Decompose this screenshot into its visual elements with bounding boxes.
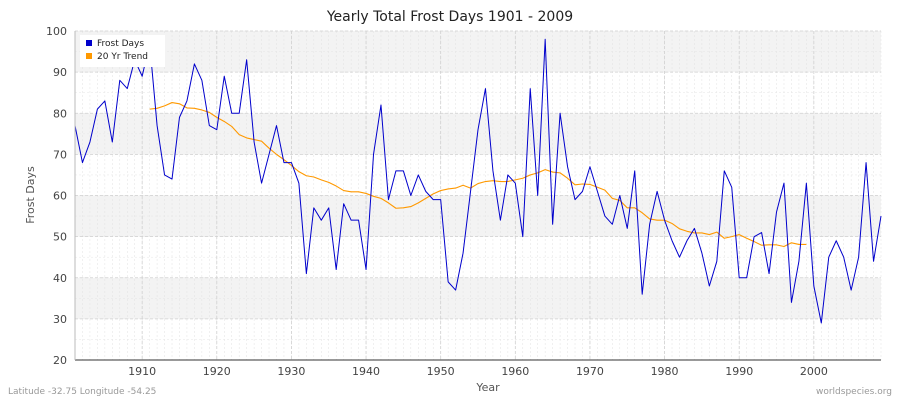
series-layer — [74, 38, 882, 324]
y-tick-label: 20 — [53, 354, 67, 367]
chart-title: Yearly Total Frost Days 1901 - 2009 — [326, 9, 573, 25]
legend-label-trend: 20 Yr Trend — [97, 52, 148, 62]
y-tick-label: 30 — [53, 313, 67, 326]
legend-swatch-frost-days — [86, 40, 92, 46]
x-tick-label: 2000 — [800, 365, 828, 378]
y-tick-label: 80 — [53, 107, 67, 120]
legend-label-frost-days: Frost Days — [97, 39, 144, 49]
y-tick-label: 40 — [53, 272, 67, 285]
y-tick-label: 50 — [53, 231, 67, 244]
x-tick-label: 1940 — [352, 365, 380, 378]
legend-box — [80, 35, 165, 67]
x-tick-label: 1970 — [576, 365, 604, 378]
x-tick-label: 1990 — [725, 365, 753, 378]
x-tick-label: 1960 — [501, 365, 529, 378]
series-line-20yr-trend — [149, 102, 807, 248]
legend: Frost Days 20 Yr Trend — [80, 35, 165, 67]
legend-swatch-trend — [86, 53, 92, 59]
series-line-frost-days — [74, 38, 882, 324]
footer-coordinates: Latitude -32.75 Longitude -54.25 — [8, 387, 156, 397]
y-tick-label: 90 — [53, 66, 67, 79]
y-tick-label: 70 — [53, 148, 67, 161]
x-tick-label: 1930 — [277, 365, 305, 378]
footer-site: worldspecies.org — [816, 387, 892, 397]
x-tick-label: 1980 — [651, 365, 679, 378]
y-axis-ticks: 20 30 40 50 60 70 80 90 100 — [46, 25, 67, 367]
x-axis-ticks: 1910 1920 1930 1940 1950 1960 1970 1980 1990 2000 — [128, 365, 828, 378]
x-axis-label: Year — [475, 381, 500, 394]
x-tick-label: 1920 — [203, 365, 231, 378]
y-tick-label: 60 — [53, 190, 67, 203]
y-axis-label: Frost Days — [24, 166, 37, 224]
x-tick-label: 1950 — [427, 365, 455, 378]
y-tick-label: 100 — [46, 25, 67, 38]
x-tick-label: 1910 — [128, 365, 156, 378]
